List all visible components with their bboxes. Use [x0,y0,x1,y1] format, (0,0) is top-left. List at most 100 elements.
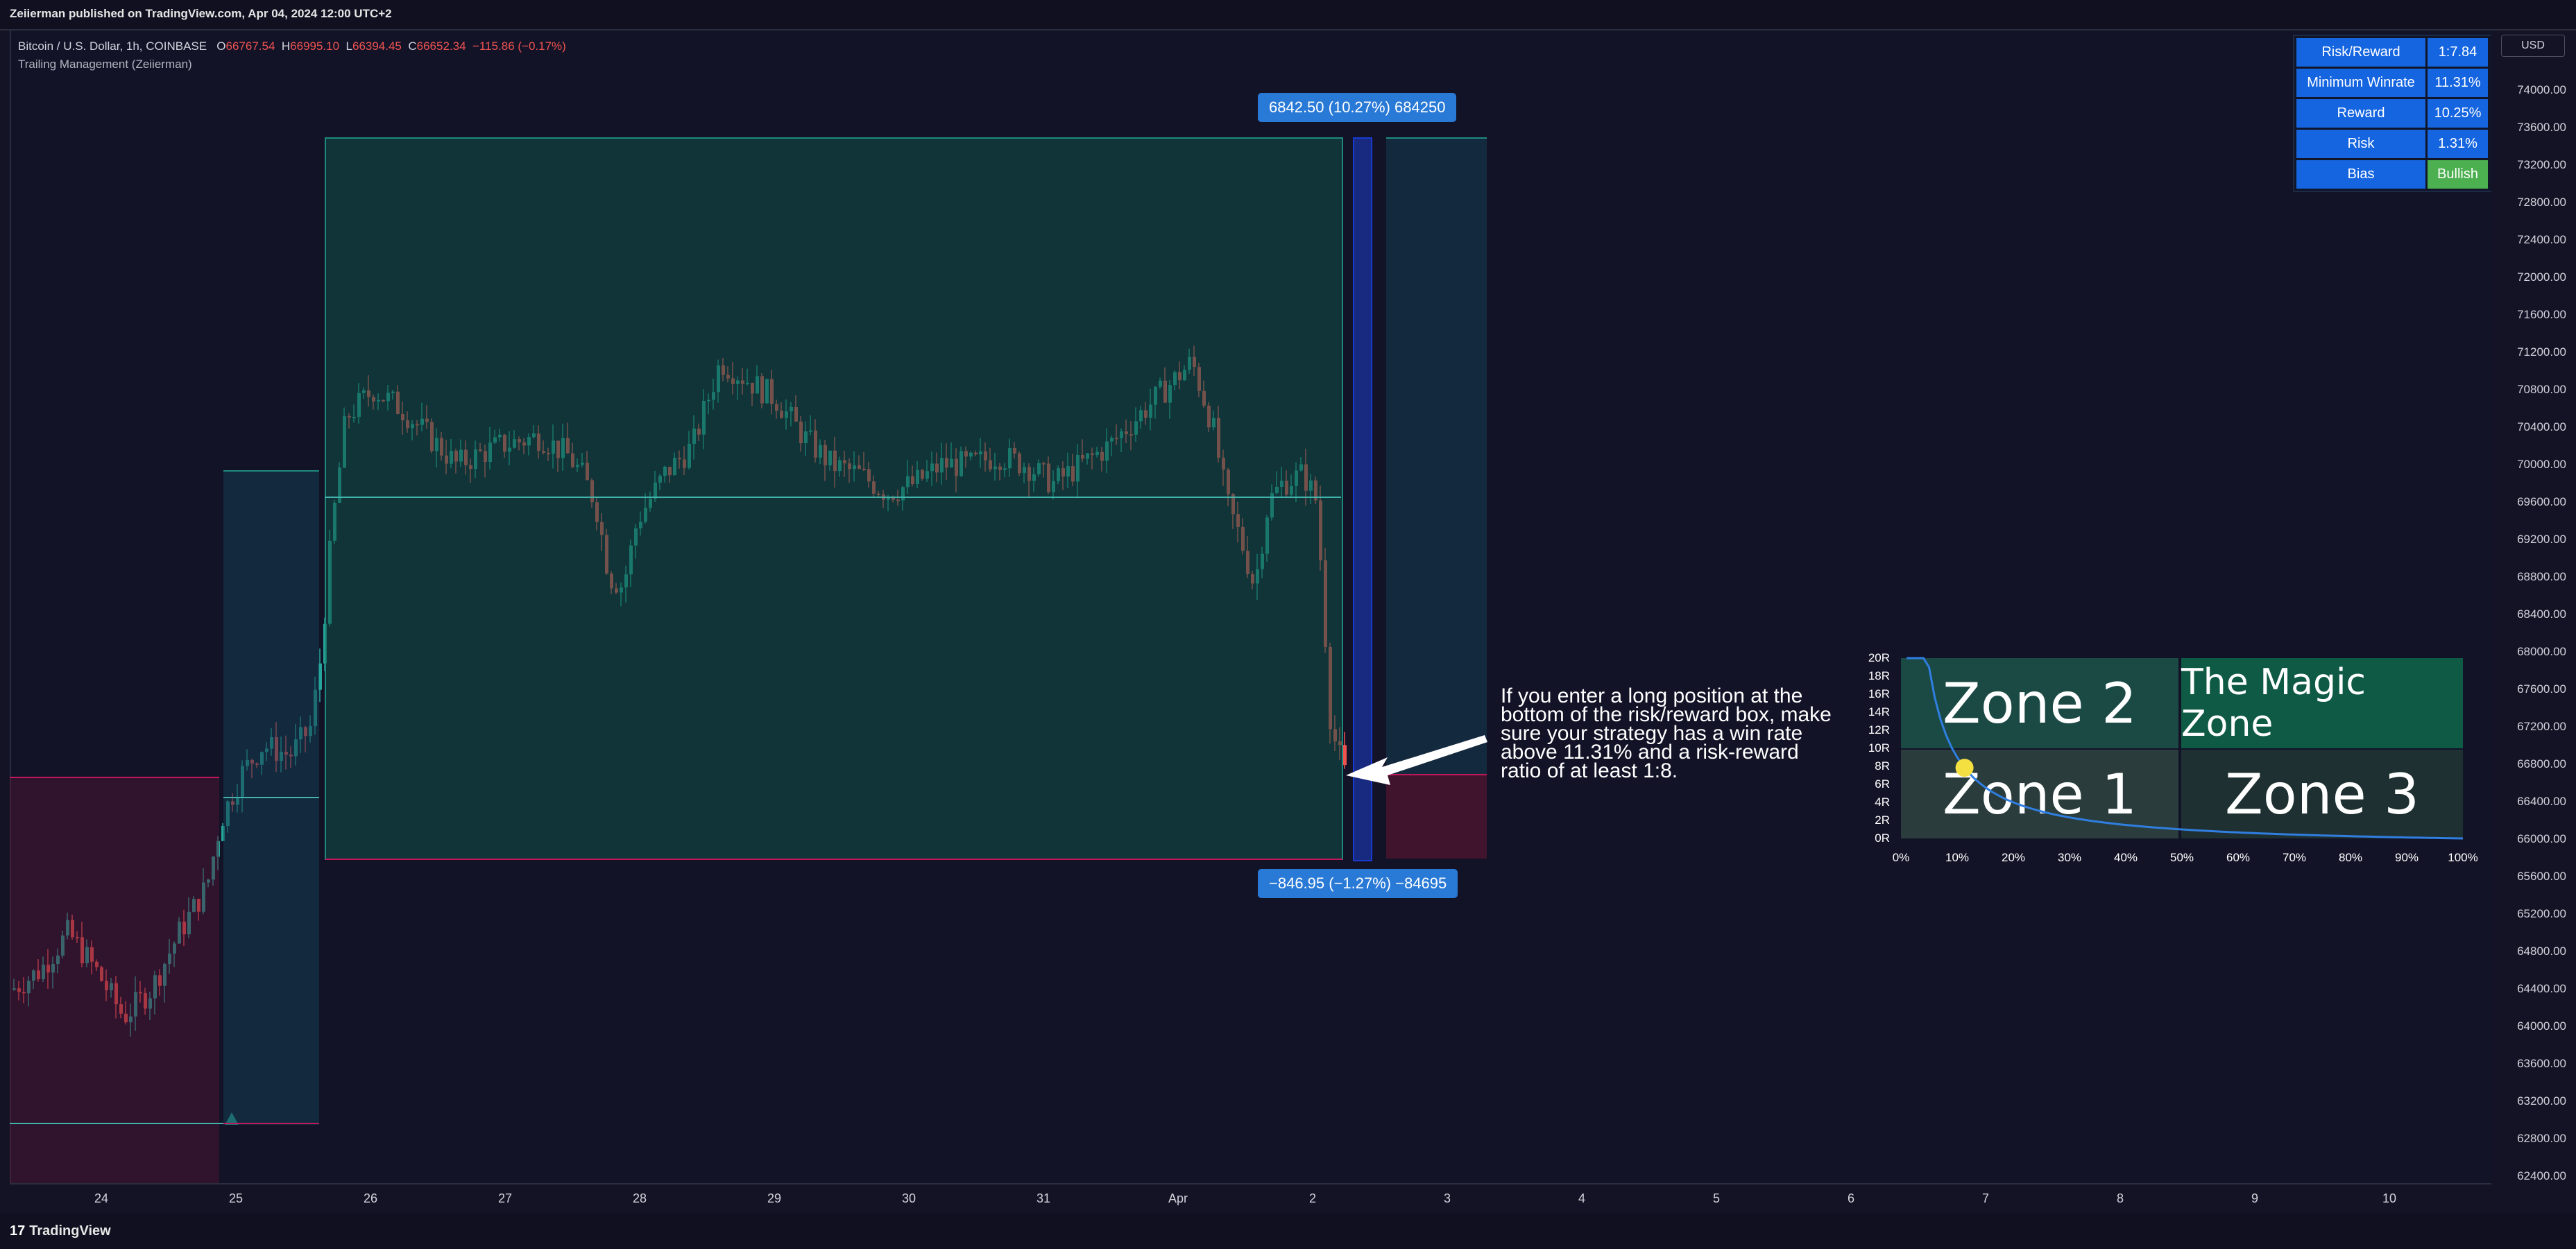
candle-body [76,937,79,939]
candle-body [207,879,210,883]
price-tick-label: 70800.00 [2517,383,2566,396]
table-key: Bias [2296,160,2425,189]
candle-body [168,954,171,964]
candle-body [12,988,16,990]
time-tick-label: 25 [228,1191,244,1205]
candle-body [95,961,99,967]
low-value: 66394.45 [352,40,402,53]
price-tick-label: 73200.00 [2517,158,2566,171]
candle-body [42,965,45,979]
zone-y-label: 6R [1875,777,1890,791]
zone-y-label: 12R [1868,723,1890,737]
zone-y-label: 2R [1875,813,1890,827]
top-bar: Zeiierman published on TradingView.com, … [0,0,2576,31]
price-tick-label: 64800.00 [2517,945,2566,958]
candle-body [100,967,103,981]
footer: 17 TradingView [0,1214,2576,1249]
risk-box-left[interactable] [10,777,219,1185]
table-row: Bias Bullish [2296,160,2492,189]
zone-x-label: 60% [2226,851,2251,864]
candle-body [61,935,65,956]
price-tick-label: 70400.00 [2517,420,2566,433]
table-row: Risk 1.31% [2296,130,2492,158]
time-tick-label: 7 [1981,1191,1990,1205]
candle-body [110,983,113,990]
zone-y-label: 14R [1868,705,1890,718]
candle-body [153,975,157,999]
close-label: C [408,40,417,53]
zone-y-label: 0R [1875,832,1890,845]
zone-x-label: 50% [2169,851,2194,864]
price-tick-label: 68400.00 [2517,608,2566,621]
candle-body [202,882,205,912]
candle-body [85,947,89,964]
time-tick-label: 5 [1712,1191,1721,1205]
time-tick-label: 2 [1308,1191,1317,1205]
zone-x-label: 40% [2113,851,2138,864]
time-axis[interactable]: 24 25 26 27 28 29 30 31 Apr 2 3 4 5 6 7 8 9 10 [10,1183,2491,1214]
candle-body [51,964,55,973]
price-tick-label: 67200.00 [2517,720,2566,733]
breakeven-curve [1907,657,2464,840]
price-tick-label: 73600.00 [2517,121,2566,134]
candle-body [22,992,26,994]
winrate-curve [1907,657,2464,840]
risk-box-right[interactable] [1386,774,1487,859]
table-key: Risk [2296,130,2425,158]
tradingview-logo-icon: 17 [10,1223,26,1239]
table-value: 1.31% [2428,130,2488,158]
reward-box-main[interactable] [325,137,1343,860]
table-value: 1:7.84 [2428,38,2488,67]
high-value: 66995.10 [290,40,340,53]
zone-x-label: 100% [2448,851,2478,864]
price-tick-label: 68000.00 [2517,645,2566,658]
candle-body [192,899,196,912]
time-tick-label: 27 [497,1191,513,1205]
time-tick-label: 9 [2251,1191,2259,1205]
candle-body [119,1004,123,1014]
reward-box-right[interactable] [1386,137,1487,775]
candle-body [80,937,84,964]
price-axis[interactable]: 74000.00 73600.00 73200.00 72800.00 72400.00… [2491,31,2576,1183]
stop-tag: −846.95 (−1.27%) −84695 [1258,869,1458,898]
price-tick-label: 62800.00 [2517,1132,2566,1145]
magic-zone-cell: The Magic Zone [2181,658,2463,748]
zone-y-label: 18R [1868,669,1890,682]
symbol-name[interactable]: Bitcoin / U.S. Dollar, 1h, COINBASE [18,40,207,53]
candle-body [134,992,137,1017]
time-tick-label: 6 [1847,1191,1855,1205]
candle-body [129,1016,133,1023]
time-tick-label: 8 [2116,1191,2124,1205]
candle-body [56,955,60,965]
time-tick-label: 31 [1036,1191,1051,1205]
zone-x-label: 90% [2394,851,2419,864]
stop-line-mid [223,1123,319,1124]
time-tick-label: 26 [363,1191,378,1205]
time-tick-label: 28 [632,1191,647,1205]
zone-1-cell: Zone 1 [1901,750,2178,838]
candle-body [139,992,142,994]
zone-y-label: 4R [1875,795,1890,809]
tradingview-logo[interactable]: 17 TradingView [10,1223,111,1239]
candle-body [27,981,31,994]
table-key: Risk/Reward [2296,38,2425,67]
time-tick-label: 29 [767,1191,782,1205]
table-row: Minimum Winrate 11.31% [2296,69,2492,97]
zone-x-label: 20% [2001,851,2026,864]
annotation-arrow [1346,735,1487,785]
currency-button[interactable]: USD [2501,35,2565,57]
brand-label: TradingView [29,1223,111,1239]
time-tick-label: 4 [1578,1191,1586,1205]
bias-value: Bullish [2428,160,2488,189]
price-tick-label: 63600.00 [2517,1057,2566,1070]
price-tick-label: 74000.00 [2517,83,2566,96]
time-tick-label: 30 [901,1191,916,1205]
candle-body [212,856,215,880]
candle-body [105,981,108,990]
price-tick-label: 65600.00 [2517,870,2566,883]
zone-x-label: 10% [1945,851,1970,864]
indicator-name[interactable]: Trailing Management (Zeiierman) [18,58,192,71]
strategy-marker [1955,759,1974,777]
time-tick-label: 24 [94,1191,109,1205]
time-tick-label: 10 [2382,1191,2397,1205]
